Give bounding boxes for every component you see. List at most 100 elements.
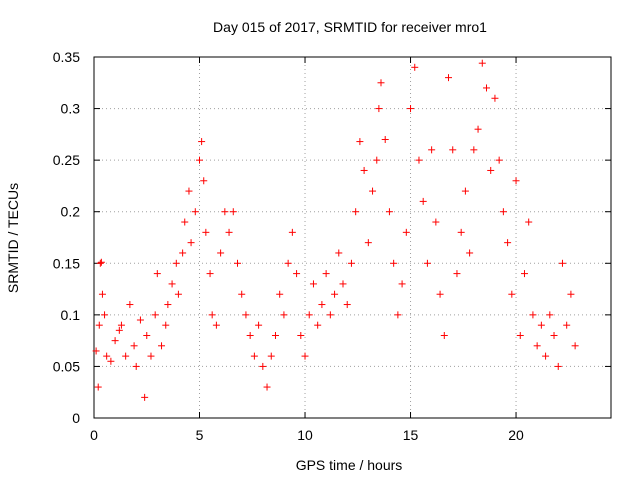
data-point (92, 347, 100, 355)
data-point (126, 301, 134, 309)
grid (94, 57, 611, 418)
data-point (111, 337, 119, 345)
data-point (179, 249, 187, 257)
data-point (339, 280, 347, 288)
x-tick-label: 0 (90, 427, 98, 443)
data-point (293, 270, 301, 278)
data-point (158, 342, 166, 350)
data-point (331, 290, 339, 298)
data-point (246, 331, 254, 339)
data-point (103, 352, 111, 360)
data-point (318, 301, 326, 309)
data-point (98, 290, 106, 298)
data-point (191, 208, 199, 216)
data-point (356, 138, 364, 146)
data-point (147, 352, 155, 360)
data-point (466, 249, 474, 257)
y-tick-label: 0.05 (53, 358, 80, 374)
data-point (297, 331, 305, 339)
data-point (101, 311, 109, 319)
x-tick-label: 15 (403, 427, 419, 443)
data-point (487, 166, 495, 174)
data-point (212, 321, 220, 329)
data-point (407, 105, 415, 113)
data-point (453, 270, 461, 278)
data-point (164, 301, 172, 309)
data-point (95, 321, 103, 329)
data-point (136, 316, 144, 324)
data-point (225, 228, 233, 236)
data-point (343, 301, 351, 309)
data-point (309, 280, 317, 288)
data-point (141, 393, 149, 401)
data-point (267, 352, 275, 360)
axis-ticks: 0 0.05 0.1 0.15 0.2 0.25 0.3 0.35 0 5 10 15 20 (53, 49, 611, 443)
data-point (558, 259, 566, 267)
data-point (259, 362, 267, 370)
data-point (474, 125, 482, 133)
data-point (271, 331, 279, 339)
data-point (242, 311, 250, 319)
data-point (196, 156, 204, 164)
data-point (478, 59, 486, 67)
data-point (457, 228, 465, 236)
data-point (96, 259, 104, 267)
data-point (97, 258, 105, 266)
data-point (499, 208, 507, 216)
data-point (432, 218, 440, 226)
data-point (470, 146, 478, 154)
data-point (206, 270, 214, 278)
data-point (187, 239, 195, 247)
chart-title: Day 015 of 2017, SRMTID for receiver mro… (213, 19, 487, 35)
data-point (377, 79, 385, 87)
data-point (415, 156, 423, 164)
data-point (107, 357, 115, 365)
data-point (238, 290, 246, 298)
data-point (284, 259, 292, 267)
data-point (385, 208, 393, 216)
x-tick-label: 20 (508, 427, 524, 443)
data-point (512, 177, 520, 185)
data-point (373, 156, 381, 164)
data-point (117, 321, 125, 329)
data-point (516, 331, 524, 339)
data-point (217, 249, 225, 257)
data-point (550, 331, 558, 339)
y-tick-label: 0.1 (61, 307, 81, 323)
data-point (428, 146, 436, 154)
x-tick-label: 10 (297, 427, 313, 443)
data-point (301, 352, 309, 360)
x-tick-label: 5 (196, 427, 204, 443)
data-point (143, 331, 151, 339)
y-axis-label: SRMTID / TECUs (5, 183, 21, 293)
x-axis-label: GPS time / hours (296, 457, 403, 473)
data-point (567, 290, 575, 298)
data-point (369, 187, 377, 195)
data-point (542, 352, 550, 360)
data-point (394, 311, 402, 319)
data-point (229, 208, 237, 216)
data-point (491, 94, 499, 102)
data-point (537, 321, 545, 329)
data-point (482, 84, 490, 92)
data-point (398, 280, 406, 288)
data-point (360, 166, 368, 174)
data-point (221, 208, 229, 216)
y-tick-label: 0.2 (61, 204, 81, 220)
data-point (174, 290, 182, 298)
data-point (335, 249, 343, 257)
data-point (276, 290, 284, 298)
data-point (172, 259, 180, 267)
y-tick-label: 0.15 (53, 255, 80, 271)
scatter-points (92, 59, 579, 401)
data-point (364, 239, 372, 247)
data-point (546, 311, 554, 319)
data-point (571, 342, 579, 350)
data-point (198, 138, 206, 146)
data-point (153, 270, 161, 278)
data-point (347, 259, 355, 267)
data-point (233, 259, 241, 267)
data-point (419, 197, 427, 205)
data-point (381, 136, 389, 144)
